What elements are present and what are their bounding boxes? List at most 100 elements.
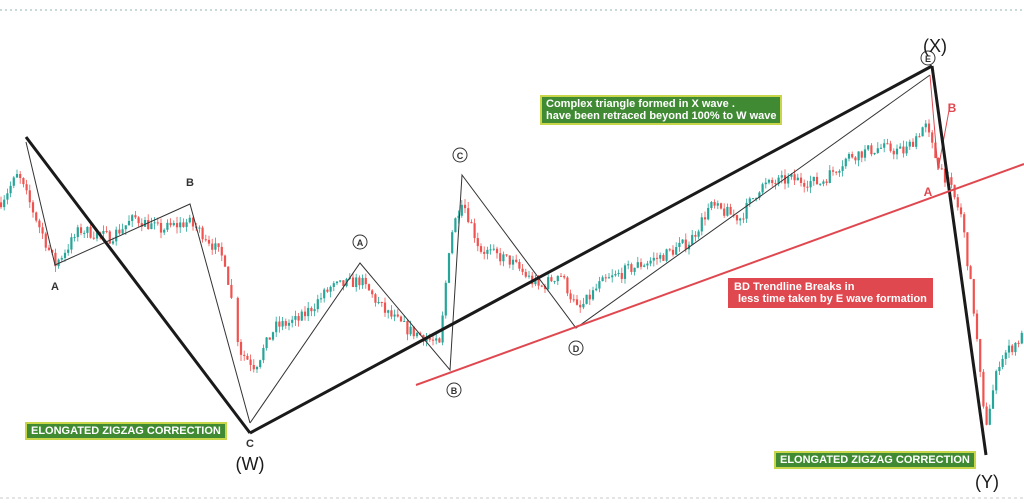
candle-body [684, 239, 687, 250]
candle-body [294, 316, 297, 320]
candle-body [355, 277, 358, 288]
candle-body [934, 142, 937, 159]
candle-body [643, 265, 646, 267]
candle-body [908, 141, 911, 147]
candle-body [591, 290, 595, 300]
candle-body [550, 277, 553, 282]
candle-body [339, 280, 342, 282]
candle-body [156, 222, 159, 224]
candle-body [479, 246, 483, 252]
candle-body [985, 406, 988, 425]
candle-body [409, 326, 412, 335]
candle-body [972, 279, 975, 314]
candle-body [508, 255, 511, 265]
candle-body [332, 283, 335, 287]
candle-body [9, 185, 12, 194]
candle-body [700, 217, 703, 232]
candle-body [60, 257, 63, 260]
candle-body [636, 262, 639, 268]
wave-label: C [457, 151, 464, 161]
candle-body [691, 234, 694, 245]
candle-body [1004, 352, 1007, 359]
candle-body [633, 267, 636, 272]
candle-body [748, 198, 751, 203]
candle-body [534, 278, 537, 285]
x-wave-line [249, 64, 933, 435]
candle-body [476, 238, 479, 247]
candle-body [28, 190, 31, 203]
candle-body [595, 288, 598, 291]
candle-body [646, 263, 649, 266]
candle-body [553, 281, 556, 283]
candle-body [876, 148, 879, 153]
wave-label: B [186, 177, 194, 189]
candle-body [326, 289, 329, 292]
candle-body [63, 252, 67, 258]
zigzag-note-y-text: ELONGATED ZIGZAG CORRECTION [780, 454, 970, 466]
candle-body [761, 184, 764, 193]
candle-body [172, 223, 175, 226]
candle-body [905, 146, 908, 154]
candle-body [499, 253, 502, 262]
candle-body [895, 148, 899, 155]
candle-body [454, 218, 457, 233]
candle-body [79, 227, 83, 234]
candle-body [953, 184, 956, 198]
candle-body [390, 310, 393, 317]
candle-body [134, 215, 137, 218]
candle-body [694, 234, 697, 237]
candle-body [428, 338, 431, 340]
candle-body [742, 218, 745, 220]
candle-body [291, 319, 294, 323]
candle-body [275, 321, 278, 333]
candle-body [175, 223, 179, 228]
candle-body [0, 202, 3, 208]
candle-body [31, 202, 35, 213]
candle-body [902, 146, 905, 154]
wave-label: (X) [923, 36, 947, 56]
candle-body [223, 255, 227, 267]
y-wave-line [930, 65, 988, 456]
candle-body [649, 260, 652, 264]
candle-body [710, 201, 713, 208]
candle-body [486, 249, 489, 254]
wave-label: A [924, 185, 933, 199]
candle-body [796, 177, 799, 181]
candle-body [159, 223, 163, 233]
candle-body [883, 143, 886, 148]
candle-body [67, 249, 70, 253]
candle-body [249, 359, 252, 365]
candle-body [124, 225, 127, 230]
candle-body [671, 249, 675, 255]
candle-body [297, 316, 300, 321]
candle-body [166, 222, 169, 230]
candle-body [668, 249, 671, 251]
candle-body [959, 207, 963, 215]
candle-body [86, 226, 89, 233]
candle-body [284, 321, 287, 326]
candle-body [755, 197, 758, 199]
bd-trendline [415, 163, 1024, 386]
candle-body [473, 223, 476, 239]
candle-body [460, 204, 463, 216]
candle-body [188, 217, 191, 223]
candle-body [585, 294, 588, 304]
candle-body [185, 222, 188, 227]
candle-body [863, 149, 867, 158]
candle-body [313, 309, 316, 312]
candle-body [198, 227, 201, 229]
candle-body [38, 220, 41, 228]
candle-body [819, 183, 822, 185]
candle-body [147, 220, 150, 230]
wave-label: (Y) [975, 472, 999, 492]
candle-body [310, 307, 313, 312]
candle-body [870, 145, 873, 155]
candle-body [287, 322, 291, 326]
candle-body [150, 223, 153, 230]
candle-body [931, 132, 934, 143]
candle-body [559, 275, 563, 277]
candle-body [867, 145, 870, 150]
candle-body [54, 252, 57, 267]
candle-body [377, 301, 380, 303]
